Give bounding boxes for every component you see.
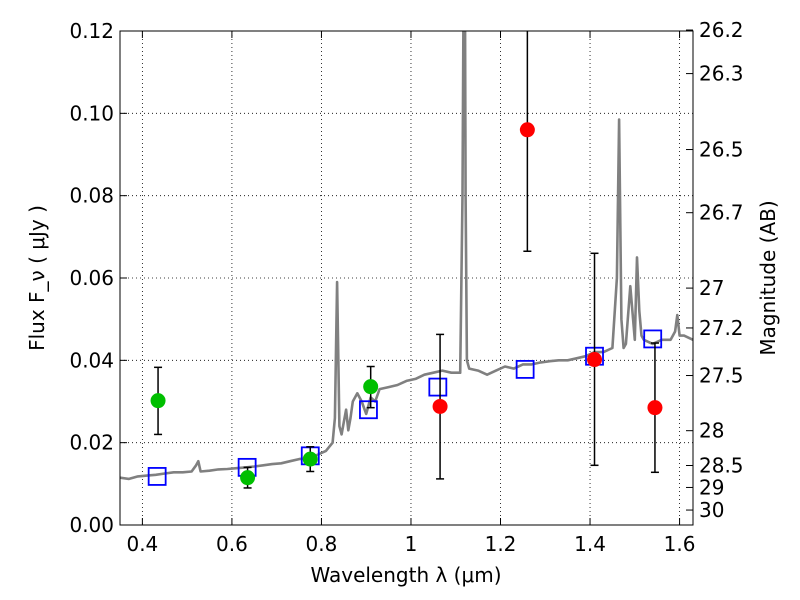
observed-photometry-point (587, 352, 603, 368)
model-photometry-square (643, 329, 663, 349)
mag-tick-label: 28.5 (699, 453, 744, 477)
mag-tick-label: 28 (699, 419, 724, 443)
mag-tick-label: 26.3 (699, 62, 744, 86)
model-photometry-square (515, 359, 535, 379)
y-tick-label: 0.04 (69, 348, 114, 372)
axes: 0.4 0.6 0.8 1 1.2 1.4 1.6 0.00 0.02 0.04 0.06 0.08 0… (69, 18, 743, 556)
mag-tick-label: 27 (699, 276, 724, 300)
model-photometry-square (428, 377, 448, 397)
x-tick-label: 0.4 (126, 532, 158, 556)
y-tick-label: 0.10 (69, 101, 114, 125)
observed-photometry-point (519, 122, 535, 138)
y-tick-label: 0.02 (69, 431, 114, 455)
observed-photometry-point (150, 393, 166, 409)
mag-tick-label: 27.2 (699, 316, 744, 340)
x-tick-label: 1.4 (574, 532, 606, 556)
data-points (147, 31, 663, 489)
y-tick-label: 0.00 (69, 513, 114, 537)
model-photometry-square (147, 467, 167, 486)
observed-photometry-point (240, 470, 256, 486)
x-tick-label: 1 (405, 532, 418, 556)
x-tick-label: 1.6 (664, 532, 696, 556)
mag-tick-label: 26.2 (699, 18, 744, 42)
observed-photometry-point (647, 400, 663, 416)
observed-photometry-point (363, 379, 379, 395)
observed-photometry-point (432, 398, 448, 414)
x-tick-label: 1.2 (485, 532, 517, 556)
y-axis-label: Flux F_ν ( μJy ) (25, 205, 49, 351)
observed-photometry-point (302, 451, 318, 467)
mag-tick-label: 30 (699, 498, 724, 522)
model-photometry-square (359, 400, 378, 420)
x-tick-label: 0.6 (216, 532, 248, 556)
y2-axis-label: Magnitude (AB) (756, 200, 780, 355)
mag-tick-label: 26.7 (699, 201, 744, 225)
plot-area (120, 31, 693, 525)
y-tick-label: 0.12 (69, 19, 114, 43)
x-axis-label: Wavelength λ (μm) (310, 563, 501, 587)
mag-tick-label: 27.5 (699, 364, 744, 388)
y-tick-label: 0.06 (69, 266, 114, 290)
mag-tick-label: 26.5 (699, 138, 744, 162)
mag-tick-label: 29 (699, 475, 724, 499)
x-tick-label: 0.8 (306, 532, 338, 556)
y-tick-label: 0.08 (69, 184, 114, 208)
